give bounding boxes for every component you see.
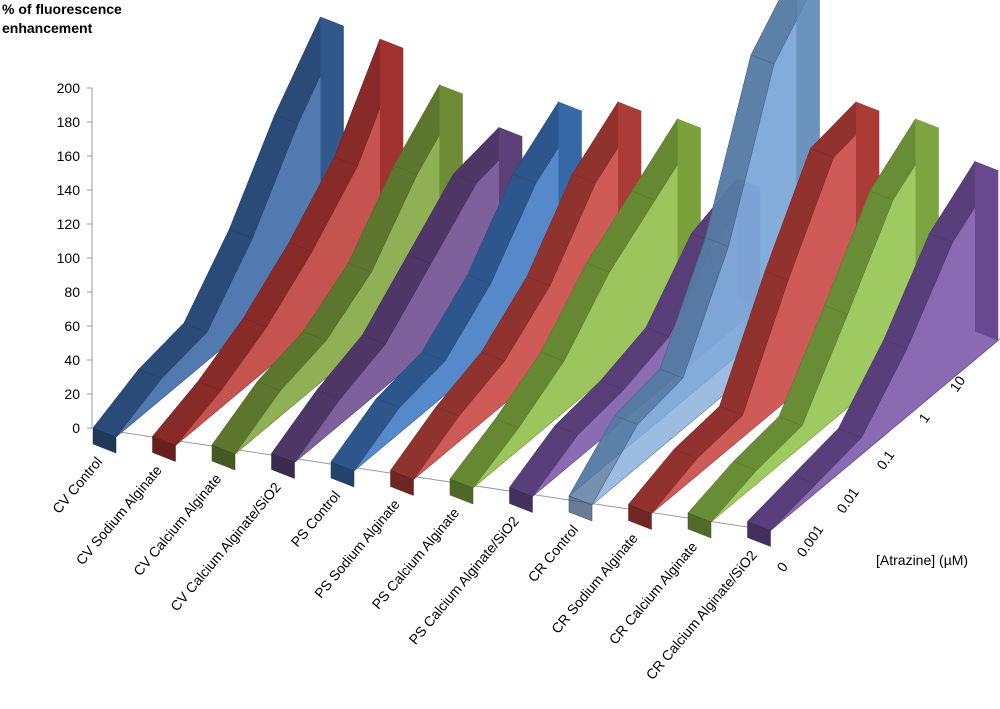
series-front-cap xyxy=(271,453,295,479)
series-back-cap xyxy=(975,161,998,341)
y-tick-label: 180 xyxy=(57,114,81,130)
category-label: CR Control xyxy=(525,522,582,585)
category-label: PS Control xyxy=(288,488,344,550)
depth-tick-label: 1 xyxy=(915,410,933,426)
y-tick-label: 200 xyxy=(57,80,81,96)
category-label: PS Calcium Alginate/SiO2 xyxy=(406,513,522,647)
y-tick-label: 20 xyxy=(64,386,80,402)
series-front-cap xyxy=(390,470,414,496)
category-label: CV Calcium Alginate/SiO2 xyxy=(167,479,284,614)
y-tick-label: 120 xyxy=(57,216,81,232)
depth-tick-label: 0.01 xyxy=(833,484,862,516)
y-axis-label: % of fluorescence enhancement xyxy=(2,1,122,36)
y-tick-label: 140 xyxy=(57,182,81,198)
series-front-cap xyxy=(211,444,236,471)
y-tick-label: 40 xyxy=(64,352,80,368)
series-front-cap xyxy=(449,478,474,505)
series-front-cap xyxy=(747,521,771,547)
y-tick-label: 100 xyxy=(57,250,81,266)
x-axis-line xyxy=(92,427,771,531)
y-tick-label: 80 xyxy=(64,284,80,300)
y-tick-label: 60 xyxy=(64,318,80,334)
series-front-cap xyxy=(568,495,593,522)
series-front-cap xyxy=(92,427,117,454)
depth-tick-label: 0.1 xyxy=(873,447,897,472)
y-tick-label: 160 xyxy=(57,148,81,164)
depth-tick-label: 0.001 xyxy=(793,522,826,560)
series-top-face xyxy=(750,0,807,65)
y-tick-label: 0 xyxy=(72,420,80,436)
series-front-cap xyxy=(687,512,712,539)
series-front-cap xyxy=(152,436,176,462)
series-front-cap xyxy=(330,461,355,488)
series-front-cap xyxy=(509,487,533,513)
depth-tick-label: 0 xyxy=(773,559,791,575)
category-label: CV Control xyxy=(49,454,105,517)
category-label: CR Calcium Alginate/SiO2 xyxy=(643,547,760,683)
series-front-cap xyxy=(628,504,652,530)
depth-axis-label: [Atrazine] (µM) xyxy=(876,552,968,568)
